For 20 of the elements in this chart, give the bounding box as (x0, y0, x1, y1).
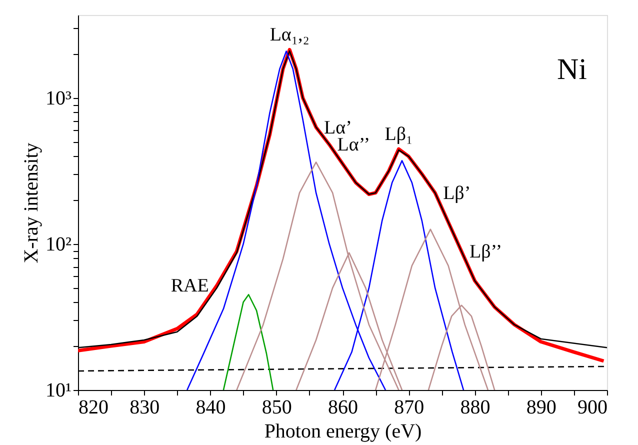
y-axis-title: X-ray intensity (20, 142, 43, 264)
annotation: Lβ’’ (470, 241, 502, 262)
x-tick-label: 900 (578, 396, 608, 418)
x-axis-title: Photon energy (eV) (264, 420, 422, 442)
annotation: Lβ₁ (384, 124, 413, 146)
x-tick-label: 890 (526, 396, 556, 418)
annotation: RAE (170, 275, 209, 296)
x-tick-label: 880 (460, 396, 490, 418)
x-tick-label: 820 (78, 396, 108, 418)
x-tick-label: 830 (130, 396, 160, 418)
x-tick-label: 870 (394, 396, 424, 418)
annotation: Lβ’ (443, 182, 471, 204)
x-tick-label: 860 (328, 396, 358, 418)
y-tick-label: 10³ (46, 87, 72, 110)
annotation: Lα₁,₂ (270, 24, 310, 46)
y-tick-label: 10² (46, 233, 72, 256)
x-tick-label: 850 (262, 396, 292, 418)
y-tick-label: 10¹ (46, 380, 72, 402)
x-tick-label: 840 (196, 396, 226, 418)
annotation: Ni (557, 53, 587, 86)
